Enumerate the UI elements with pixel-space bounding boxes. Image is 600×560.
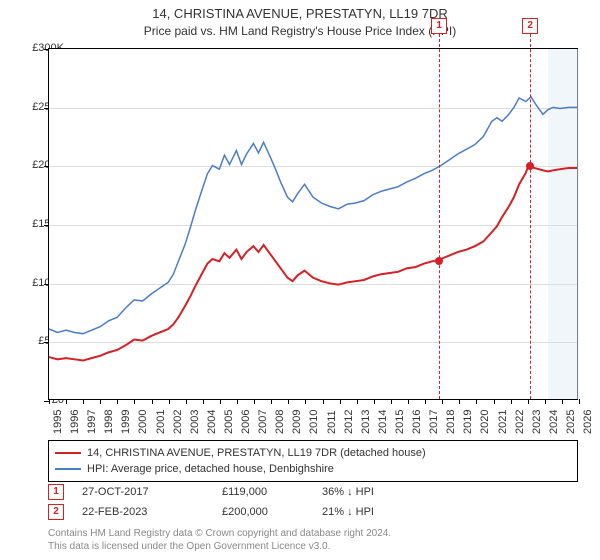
x-axis-label: 2006 [240, 410, 252, 434]
x-axis-label: 2011 [326, 410, 338, 434]
x-axis-label: 2026 [582, 410, 594, 434]
x-axis-label: 2020 [479, 410, 491, 434]
credits: Contains HM Land Registry data © Crown c… [48, 528, 578, 553]
plot-area: 12 [48, 48, 578, 400]
series-property [49, 166, 577, 361]
credits-line-2: This data is licensed under the Open Gov… [48, 541, 578, 554]
sale-dot-2 [526, 162, 534, 170]
x-axis-label: 2022 [514, 410, 526, 434]
x-axis-label: 2025 [565, 410, 577, 434]
legend-label: HPI: Average price, detached house, Denb… [87, 463, 334, 475]
x-axis-label: 1997 [86, 410, 98, 434]
sales-row-marker: 2 [48, 504, 64, 520]
x-axis-label: 2003 [189, 410, 201, 434]
x-axis-label: 2005 [223, 410, 235, 434]
x-axis-label: 2014 [377, 410, 389, 434]
sales-row-price: £200,000 [222, 506, 322, 518]
x-axis-label: 2019 [462, 410, 474, 434]
title-block: 14, CHRISTINA AVENUE, PRESTATYN, LL19 7D… [0, 0, 600, 39]
x-axis-label: 2017 [428, 410, 440, 434]
x-axis-label: 2013 [360, 410, 372, 434]
x-axis-label: 1998 [103, 410, 115, 434]
x-axis-label: 2004 [206, 410, 218, 434]
x-axis-label: 1995 [52, 410, 64, 434]
sales-row-diff: 36% ↓ HPI [322, 486, 442, 498]
x-axis-label: 2015 [394, 410, 406, 434]
sales-row-diff: 21% ↓ HPI [322, 506, 442, 518]
line-chart-svg [49, 49, 577, 399]
chart-subtitle: Price paid vs. HM Land Registry's House … [0, 24, 600, 39]
series-hpi [49, 97, 577, 334]
x-axis-label: 2023 [531, 410, 543, 434]
sales-table: 1 27-OCT-2017£119,00036% ↓ HPI 2 22-FEB-202… [48, 482, 578, 522]
chart-container: { "layout": { "width_px": 600, "height_p… [0, 0, 600, 560]
x-axis-label: 2024 [548, 410, 560, 434]
x-axis-label: 2009 [291, 410, 303, 434]
x-axis-label: 1999 [120, 410, 132, 434]
x-axis-label: 2021 [497, 410, 509, 434]
x-axis-label: 1996 [69, 410, 81, 434]
sales-row-2: 2 22-FEB-2023£200,00021% ↓ HPI [48, 502, 578, 522]
sales-row-1: 1 27-OCT-2017£119,00036% ↓ HPI [48, 482, 578, 502]
sales-row-date: 22-FEB-2023 [82, 506, 222, 518]
legend-label: 14, CHRISTINA AVENUE, PRESTATYN, LL19 7D… [87, 447, 426, 459]
x-axis-label: 2016 [411, 410, 423, 434]
sales-row-date: 27-OCT-2017 [82, 486, 222, 498]
sales-row-price: £119,000 [222, 486, 322, 498]
x-axis-label: 2008 [274, 410, 286, 434]
legend-swatch [55, 468, 81, 470]
legend-swatch [55, 452, 81, 454]
x-axis-label: 2012 [343, 410, 355, 434]
x-axis-label: 2000 [137, 410, 149, 434]
sales-row-marker: 1 [48, 484, 64, 500]
legend: 14, CHRISTINA AVENUE, PRESTATYN, LL19 7D… [48, 440, 578, 482]
x-axis-label: 2010 [308, 410, 320, 434]
credits-line-1: Contains HM Land Registry data © Crown c… [48, 528, 578, 541]
x-axis-label: 2018 [445, 410, 457, 434]
x-axis-label: 2007 [257, 410, 269, 434]
chart-title: 14, CHRISTINA AVENUE, PRESTATYN, LL19 7D… [0, 6, 600, 22]
legend-item-hpi: HPI: Average price, detached house, Denb… [55, 461, 571, 477]
legend-item-property: 14, CHRISTINA AVENUE, PRESTATYN, LL19 7D… [55, 445, 571, 461]
sale-dot-1 [435, 257, 443, 265]
x-axis-label: 2001 [155, 410, 167, 434]
x-axis-label: 2002 [172, 410, 184, 434]
